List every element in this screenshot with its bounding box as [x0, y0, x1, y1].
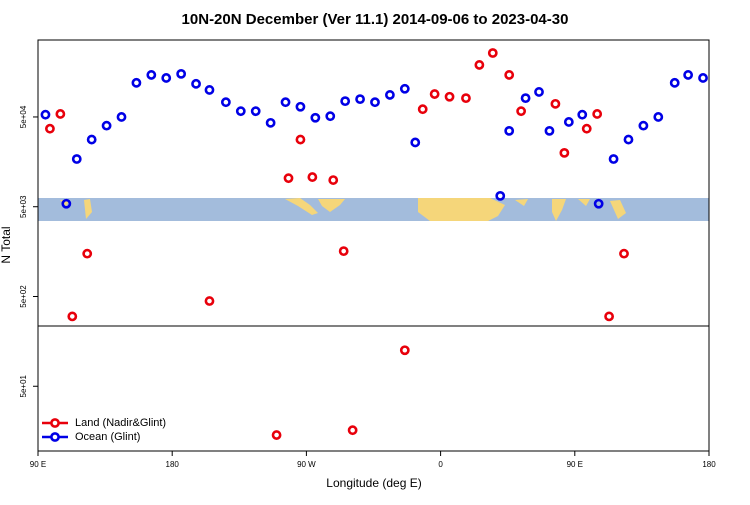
chart-title: 10N-20N December (Ver 11.1) 2014-09-06 t… [182, 11, 569, 28]
marker [146, 70, 157, 80]
marker [623, 134, 634, 145]
marker [328, 175, 339, 185]
marker [191, 78, 201, 89]
marker [204, 296, 215, 306]
marker [45, 123, 55, 134]
land-shapes [60, 198, 626, 221]
x-tick-label: 0 [438, 460, 443, 469]
x-tick-label: 90 E [567, 460, 583, 469]
marker [592, 109, 603, 119]
marker [410, 137, 421, 148]
marker [534, 87, 544, 97]
marker [347, 425, 358, 436]
legend-label: Ocean (Glint) [75, 431, 140, 443]
marker [176, 68, 187, 79]
x-tick-label: 90 W [297, 460, 316, 469]
plot-frame [37, 39, 710, 452]
marker [131, 77, 142, 88]
series [40, 68, 708, 209]
marker [235, 106, 246, 117]
marker [116, 112, 127, 122]
marker [265, 117, 276, 128]
marker [55, 109, 66, 119]
map-strip [38, 198, 709, 221]
marker [86, 134, 97, 145]
marker [161, 73, 172, 83]
marker [429, 89, 440, 99]
marker [271, 430, 282, 440]
marker [593, 198, 604, 209]
marker [577, 109, 588, 120]
marker [683, 70, 694, 80]
marker [417, 104, 428, 115]
marker [495, 191, 506, 201]
series [45, 48, 629, 440]
marker [295, 101, 306, 112]
marker [544, 125, 555, 136]
marker [280, 97, 291, 108]
x-tick-label: 180 [702, 460, 716, 469]
marker [338, 246, 349, 257]
x-tick-label: 90 E [30, 460, 46, 469]
marker [385, 90, 395, 100]
marker [325, 111, 336, 122]
legend-marker [50, 418, 60, 428]
x-tick-label: 180 [166, 460, 180, 469]
legend-label: Land (Nadir&Glint) [75, 417, 166, 429]
marker [71, 154, 82, 164]
marker [520, 93, 531, 104]
y-axis-label: N Total [0, 226, 13, 263]
marker [101, 120, 112, 131]
marker [82, 248, 93, 259]
marker [563, 117, 574, 127]
marker [504, 125, 515, 136]
marker [340, 96, 351, 107]
marker [550, 98, 561, 109]
marker [638, 120, 649, 131]
y-tick-label: 5e+01 [19, 374, 28, 397]
legend-marker [50, 432, 60, 442]
y-tick-label: 5e+02 [19, 285, 28, 308]
marker [619, 248, 629, 259]
marker [370, 97, 380, 108]
marker [295, 134, 306, 145]
marker [559, 147, 570, 158]
y-tick-label: 5e+04 [19, 105, 28, 128]
x-axis-label: Longitude (deg E) [326, 476, 421, 490]
marker [250, 106, 261, 117]
marker [220, 97, 231, 108]
marker [399, 345, 410, 356]
marker [604, 311, 614, 322]
marker [698, 73, 708, 83]
marker [608, 154, 619, 164]
marker [399, 83, 410, 94]
marker [307, 172, 318, 182]
marker [310, 112, 321, 123]
marker [40, 109, 51, 120]
marker [444, 91, 455, 102]
marker [61, 198, 72, 209]
marker [504, 70, 515, 80]
ocean-strip [38, 198, 709, 221]
marker [355, 94, 365, 105]
marker [283, 173, 294, 184]
marker [474, 60, 485, 70]
marker [204, 85, 215, 95]
marker [669, 77, 680, 88]
marker [581, 123, 592, 134]
marker [516, 106, 527, 117]
marker [487, 48, 498, 58]
marker [67, 311, 78, 322]
marker [653, 112, 664, 122]
y-tick-label: 5e+03 [19, 195, 28, 218]
marker [461, 93, 471, 104]
